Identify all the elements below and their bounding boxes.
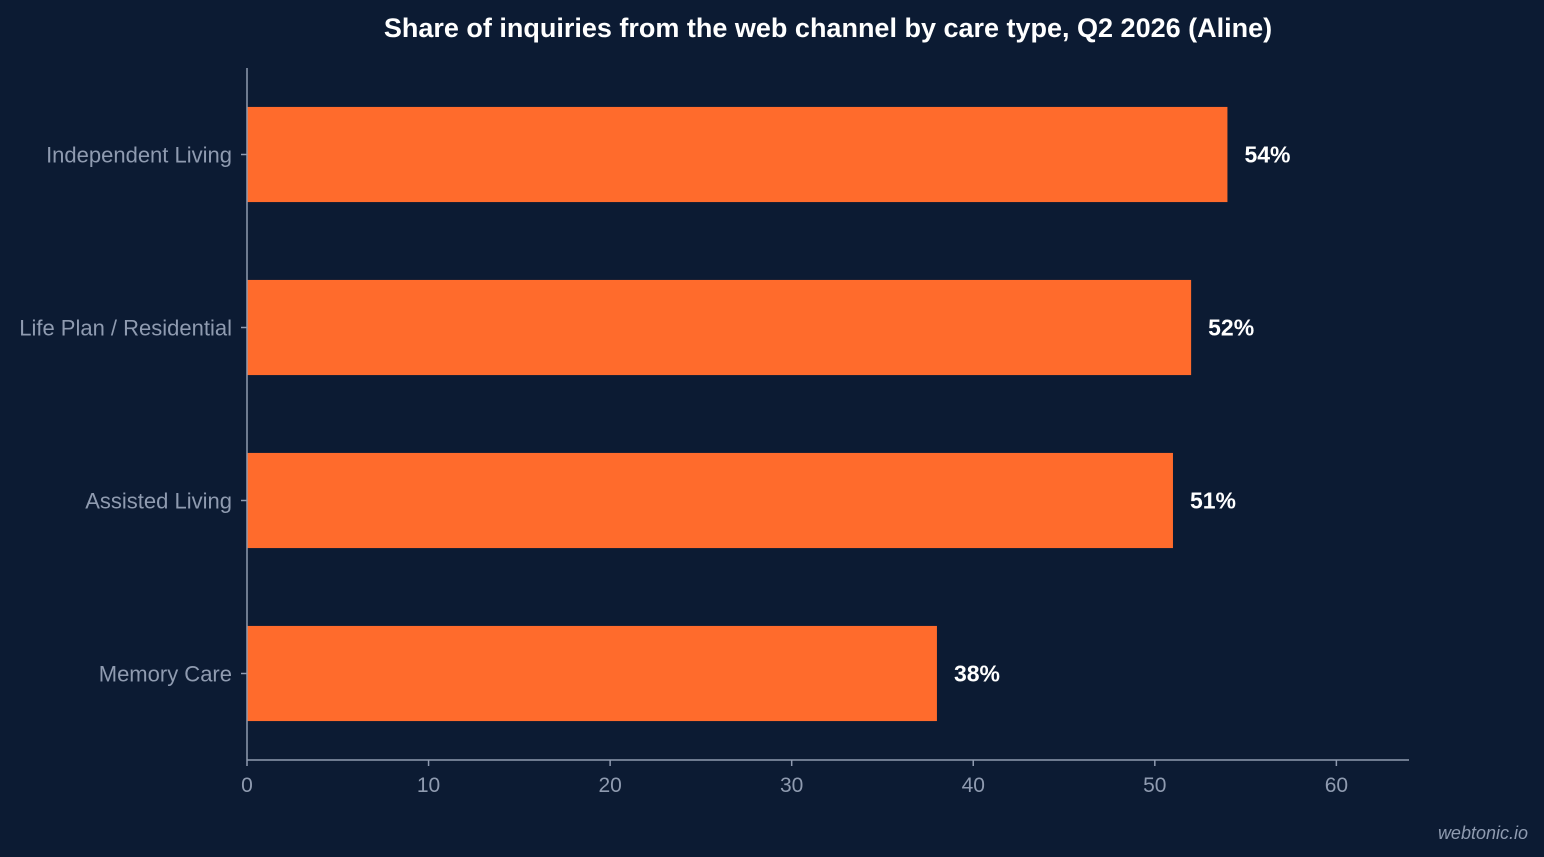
value-label-3: 38% — [954, 661, 1000, 687]
x-tick-label-0: 0 — [241, 774, 253, 797]
bars-group: 54% 52% 51% 38% — [247, 106, 1290, 722]
x-tick-label-4: 40 — [962, 774, 985, 797]
bar-2 — [247, 452, 1173, 549]
chart-title: Share of inquiries from the web channel … — [384, 13, 1272, 43]
category-label-2: Assisted Living — [85, 489, 232, 514]
x-tick-label-5: 50 — [1143, 774, 1166, 797]
category-label-3: Memory Care — [99, 662, 232, 687]
category-label-1: Life Plan / Residential — [19, 316, 232, 341]
x-tick-label-6: 60 — [1325, 774, 1348, 797]
x-tick-label-3: 30 — [780, 774, 803, 797]
bar-0 — [247, 106, 1228, 203]
category-label-0: Independent Living — [46, 143, 232, 168]
x-tick-label-2: 20 — [598, 774, 621, 797]
value-label-1: 52% — [1208, 315, 1254, 341]
bar-3 — [247, 625, 937, 722]
x-tick-label-1: 10 — [417, 774, 440, 797]
value-label-0: 54% — [1244, 142, 1290, 168]
axes-group: Independent Living Life Plan / Residentia… — [19, 68, 1409, 797]
watermark-text: webtonic.io — [1438, 823, 1528, 843]
bar-1 — [247, 279, 1192, 376]
value-label-2: 51% — [1190, 488, 1236, 514]
